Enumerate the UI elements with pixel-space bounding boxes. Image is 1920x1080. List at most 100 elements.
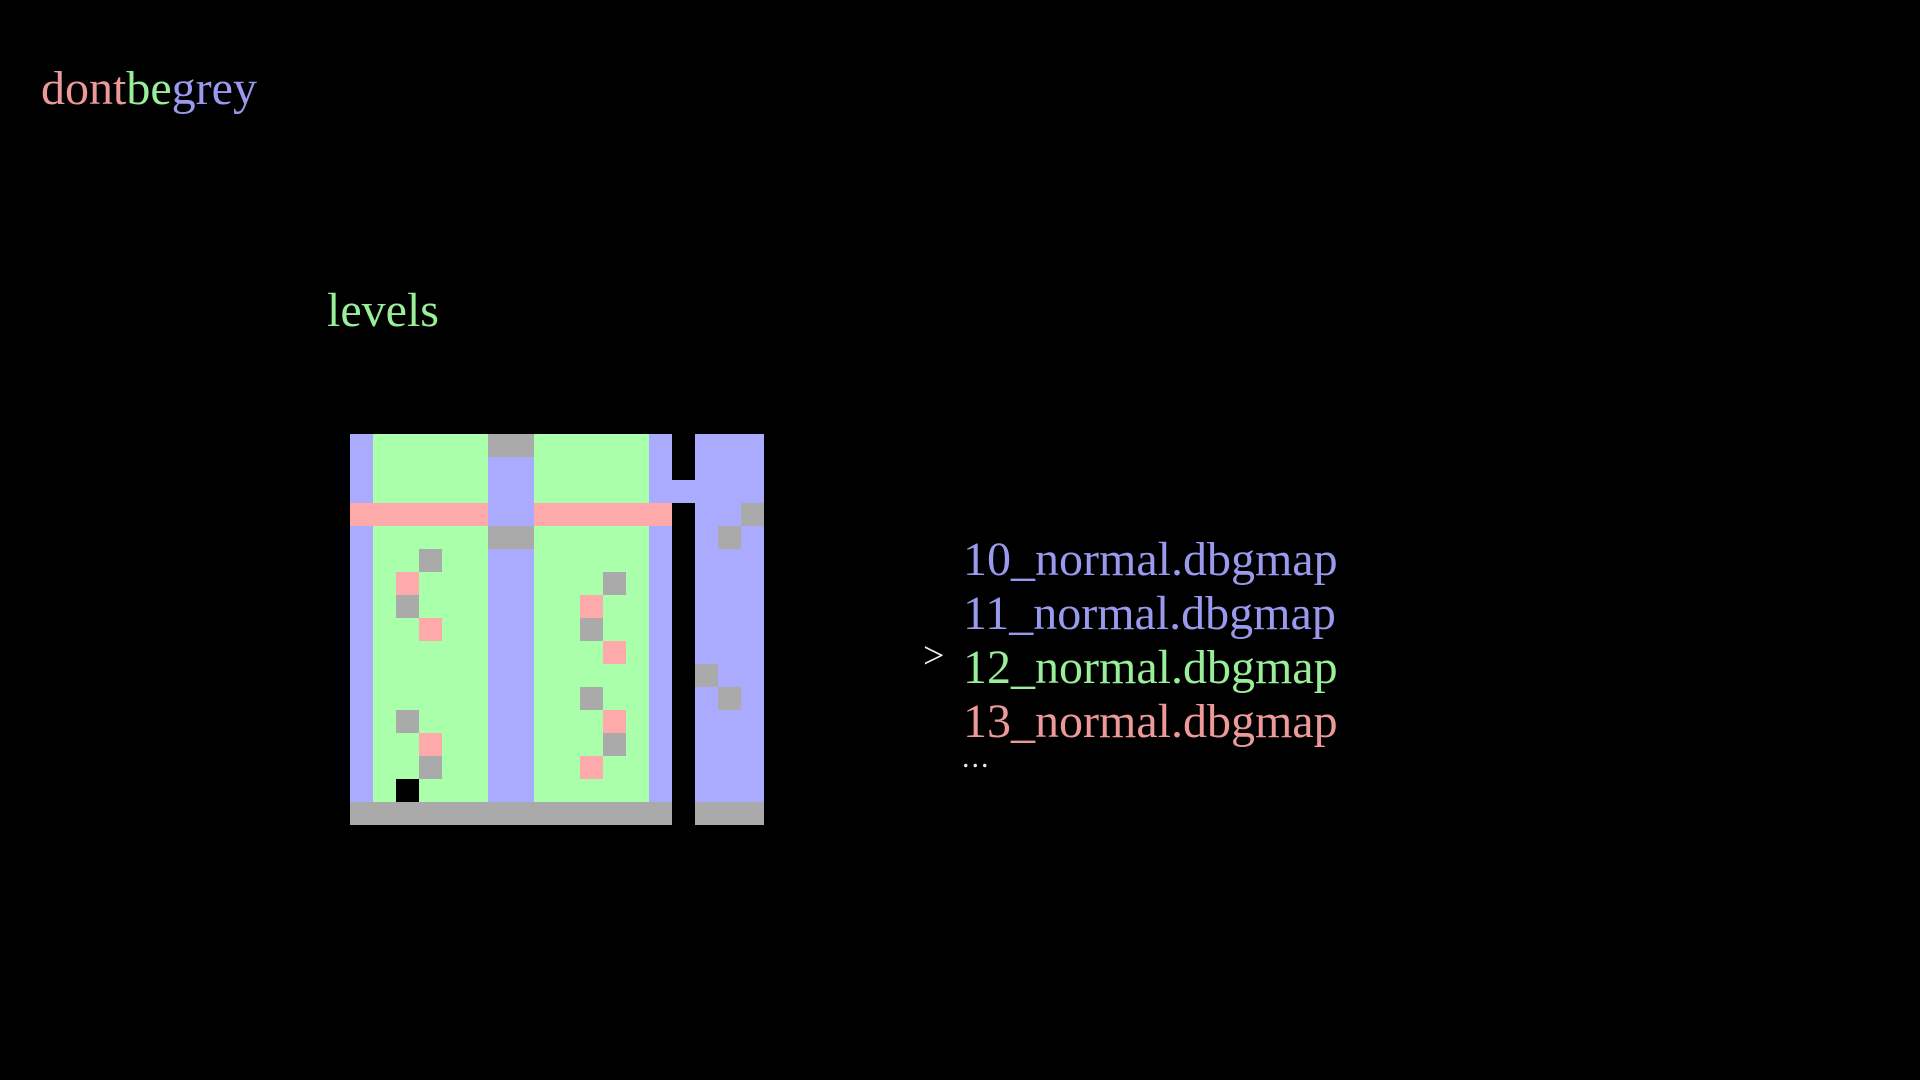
map-cell-green-floor	[373, 733, 396, 756]
map-cell-grey-block	[695, 802, 718, 825]
map-cell-green-floor	[396, 434, 419, 457]
map-cell-blue-wall	[741, 572, 764, 595]
map-cell-green-floor	[580, 710, 603, 733]
map-cell-blue-wall	[741, 549, 764, 572]
map-cell-green-floor	[557, 595, 580, 618]
map-cell-blue-wall	[649, 457, 672, 480]
map-cell-green-floor	[419, 572, 442, 595]
map-cell-grey-block	[488, 526, 511, 549]
map-cell-green-floor	[580, 549, 603, 572]
map-cell-green-floor	[557, 618, 580, 641]
map-cell-green-floor	[442, 480, 465, 503]
map-cell-blue-wall	[718, 595, 741, 618]
map-cell-blue-wall	[741, 664, 764, 687]
map-cell-green-floor	[465, 779, 488, 802]
map-cell-green-floor	[534, 756, 557, 779]
map-cell-green-floor	[626, 572, 649, 595]
map-cell-pink-block	[603, 641, 626, 664]
map-cell-blue-wall	[350, 434, 373, 457]
map-cell-green-floor	[442, 572, 465, 595]
title-segment-dont: dont	[41, 62, 127, 115]
map-cell-grey-block	[396, 710, 419, 733]
map-cell-green-floor	[580, 457, 603, 480]
map-cell-blue-wall	[695, 480, 718, 503]
map-cell-green-floor	[557, 779, 580, 802]
map-cell-green-floor	[603, 526, 626, 549]
map-cell-grey-block	[718, 526, 741, 549]
map-cell-green-floor	[626, 779, 649, 802]
map-cell-green-floor	[373, 664, 396, 687]
app-title: dontbegrey	[41, 61, 257, 116]
map-cell-pink-block	[465, 503, 488, 526]
map-cell-green-floor	[419, 641, 442, 664]
levels-heading: levels	[327, 284, 439, 337]
map-cell-blue-wall	[649, 779, 672, 802]
map-cell-blue-wall	[511, 549, 534, 572]
map-cell-pink-block	[419, 503, 442, 526]
map-cell-blue-wall	[488, 664, 511, 687]
map-cell-blue-wall	[695, 756, 718, 779]
map-cell-blue-wall	[511, 595, 534, 618]
map-cell-green-floor	[419, 457, 442, 480]
map-cell-blue-wall	[488, 480, 511, 503]
map-cell-blue-wall	[695, 710, 718, 733]
map-cell-blue-wall	[488, 779, 511, 802]
title-segment-grey: grey	[171, 62, 257, 115]
map-cell-blue-wall	[741, 641, 764, 664]
map-cell-blue-wall	[741, 618, 764, 641]
map-cell-pink-block	[557, 503, 580, 526]
map-cell-blue-wall	[695, 733, 718, 756]
level-list-item[interactable]: 10_normal.dbgmap	[963, 533, 1338, 586]
level-list-item[interactable]: 11_normal.dbgmap	[963, 587, 1336, 640]
map-cell-blue-wall	[718, 434, 741, 457]
map-cell-green-floor	[419, 595, 442, 618]
map-cell-green-floor	[534, 549, 557, 572]
map-cell-green-floor	[373, 457, 396, 480]
level-list-item-selected[interactable]: 12_normal.dbgmap	[963, 641, 1338, 694]
map-cell-green-floor	[580, 434, 603, 457]
map-cell-green-floor	[396, 756, 419, 779]
map-cell-green-floor	[465, 618, 488, 641]
map-cell-blue-wall	[649, 572, 672, 595]
map-cell-green-floor	[534, 618, 557, 641]
map-cell-blue-wall	[695, 687, 718, 710]
map-cell-green-floor	[603, 480, 626, 503]
map-cell-blue-wall	[350, 526, 373, 549]
map-cell-grey-block	[488, 802, 511, 825]
map-cell-green-floor	[442, 779, 465, 802]
map-cell-blue-wall	[695, 572, 718, 595]
map-cell-grey-block	[603, 802, 626, 825]
map-cell-blue-wall	[350, 595, 373, 618]
map-cell-blue-wall	[649, 756, 672, 779]
map-cell-blue-wall	[511, 733, 534, 756]
map-cell-green-floor	[534, 733, 557, 756]
map-cell-blue-wall	[718, 480, 741, 503]
map-cell-green-floor	[373, 687, 396, 710]
map-cell-blue-wall	[350, 641, 373, 664]
map-cell-blue-wall	[718, 503, 741, 526]
map-cell-blue-wall	[695, 526, 718, 549]
map-cell-blue-wall	[488, 503, 511, 526]
map-cell-blue-wall	[741, 595, 764, 618]
map-cell-green-floor	[373, 572, 396, 595]
map-cell-blue-wall	[741, 526, 764, 549]
map-cell-green-floor	[626, 710, 649, 733]
map-cell-green-floor	[442, 457, 465, 480]
map-cell-green-floor	[442, 710, 465, 733]
map-cell-blue-wall	[488, 687, 511, 710]
map-cell-grey-block	[419, 549, 442, 572]
map-cell-blue-wall	[350, 664, 373, 687]
map-cell-grey-block	[373, 802, 396, 825]
map-cell-green-floor	[626, 664, 649, 687]
map-cell-green-floor	[465, 572, 488, 595]
level-list-item[interactable]: 13_normal.dbgmap	[963, 695, 1338, 748]
map-cell-green-floor	[396, 480, 419, 503]
map-cell-green-floor	[419, 779, 442, 802]
map-cell-green-floor	[603, 779, 626, 802]
map-cell-grey-block	[350, 802, 373, 825]
map-cell-blue-wall	[488, 641, 511, 664]
map-cell-blue-wall	[649, 618, 672, 641]
map-cell-blue-wall	[718, 549, 741, 572]
map-cell-blue-wall	[350, 549, 373, 572]
map-cell-green-floor	[373, 595, 396, 618]
